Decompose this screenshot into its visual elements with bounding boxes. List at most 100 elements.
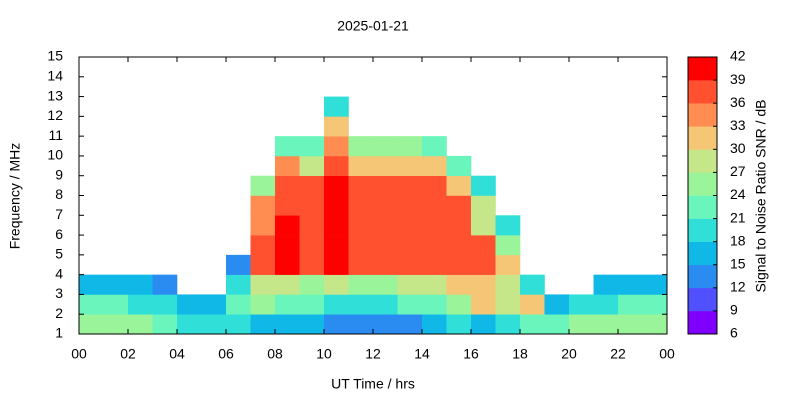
heatmap-cell — [422, 215, 447, 236]
heatmap-cell — [446, 314, 472, 335]
heatmap-cell — [299, 274, 325, 295]
heatmap-cell — [250, 215, 276, 236]
heatmap-cell — [299, 155, 325, 177]
heatmap-cell — [275, 294, 300, 315]
y-tick-label: 9 — [55, 166, 63, 182]
colorbar-tick-label: 39 — [730, 71, 746, 87]
y-tick-label: 6 — [55, 226, 63, 242]
x-tick-label: 06 — [218, 346, 234, 362]
x-tick-label: 10 — [316, 346, 332, 362]
heatmap-cell — [471, 294, 496, 315]
heatmap-cell — [299, 294, 325, 315]
heatmap-cell — [299, 136, 325, 157]
heatmap-cell — [642, 314, 668, 335]
heatmap-cell — [397, 294, 423, 315]
heatmap-cell — [275, 254, 300, 275]
colorbar-tick-label: 6 — [730, 325, 738, 341]
x-tick-label: 12 — [365, 346, 381, 362]
heatmap-cell — [422, 314, 447, 335]
heatmap-cell — [495, 314, 521, 335]
x-tick-label: 18 — [512, 346, 528, 362]
heatmap-cell — [152, 274, 178, 295]
heatmap-cell — [618, 294, 643, 315]
heatmap-cell — [299, 175, 325, 196]
colorbar-tick-label: 18 — [730, 232, 746, 248]
heatmap-cell — [593, 274, 619, 295]
heatmap-cell — [226, 294, 251, 315]
heatmap-cell — [422, 274, 447, 295]
heatmap-cell — [103, 274, 129, 295]
heatmap-cell — [275, 235, 300, 256]
heatmap-cell — [471, 314, 496, 335]
heatmap-cell — [348, 215, 374, 236]
colorbar-tick-label: 12 — [730, 279, 746, 295]
heatmap-cell — [446, 294, 472, 315]
y-tick-label: 7 — [55, 206, 63, 222]
y-tick-label: 8 — [55, 186, 63, 202]
heatmap-cell — [128, 314, 153, 335]
heatmap-cell — [593, 314, 619, 335]
colorbar-band — [688, 218, 717, 242]
heatmap-cell — [618, 274, 643, 295]
heatmap-cell — [397, 136, 423, 157]
heatmap-cell — [299, 254, 325, 275]
heatmap-cell — [642, 274, 668, 295]
chart-title: 2025-01-21 — [337, 18, 409, 34]
heatmap-cell — [324, 155, 349, 177]
heatmap-cell — [373, 155, 398, 177]
heatmap-cell — [397, 314, 423, 335]
heatmap-cell — [544, 294, 570, 315]
heatmap-cell — [495, 215, 521, 236]
heatmap-cell — [275, 274, 300, 295]
heatmap-cell — [299, 215, 325, 236]
heatmap-cell — [324, 175, 349, 196]
colorbar-tick-label: 36 — [730, 94, 746, 110]
y-tick-label: 13 — [47, 87, 63, 103]
heatmap-cell — [226, 314, 251, 335]
heatmap-cell — [422, 195, 447, 216]
heatmap-cell — [275, 175, 300, 196]
colorbar-tick-label: 42 — [730, 48, 746, 64]
heatmap-cell — [324, 294, 349, 315]
heatmap-cell — [520, 314, 545, 335]
heatmap-cell — [299, 195, 325, 216]
colorbar-band — [688, 310, 717, 335]
heatmap-cell — [324, 195, 349, 216]
heatmap-cell — [250, 235, 276, 256]
colorbar-band — [688, 126, 717, 150]
heatmap-cell — [471, 215, 496, 236]
heatmap-cell — [471, 235, 496, 256]
x-tick-label: 22 — [610, 346, 626, 362]
heatmap-cell — [618, 314, 643, 335]
heatmap-cell — [422, 175, 447, 196]
y-tick-label: 12 — [47, 107, 63, 123]
heatmap-cell — [642, 294, 668, 315]
x-tick-label: 00 — [71, 346, 87, 362]
heatmap-cell — [569, 294, 594, 315]
heatmap-cell — [495, 294, 521, 315]
x-tick-label: 08 — [267, 346, 283, 362]
heatmap-cell — [275, 195, 300, 216]
x-axis-label: UT Time / hrs — [331, 376, 415, 392]
colorbar-band — [688, 264, 717, 289]
colorbar-band — [688, 80, 717, 104]
heatmap-cell — [324, 274, 349, 295]
colorbar-tick-label: 9 — [730, 302, 738, 318]
heatmap-cell — [446, 254, 472, 275]
heatmap-cell — [299, 235, 325, 256]
heatmap-cell — [422, 136, 447, 157]
heatmap-cell — [299, 314, 325, 335]
heatmap-cell — [373, 175, 398, 196]
heatmap-cell — [373, 254, 398, 275]
heatmap-cell — [373, 294, 398, 315]
colorbar-band — [688, 57, 717, 81]
heatmap-cell — [324, 215, 349, 236]
heatmap-cell — [324, 254, 349, 275]
heatmap-cell — [250, 314, 276, 335]
heatmap-cell — [495, 254, 521, 275]
heatmap-cell — [446, 195, 472, 216]
y-axis-label: Frequency / MHz — [7, 143, 23, 250]
heatmap-cell — [397, 195, 423, 216]
heatmap-cell — [152, 294, 178, 315]
heatmap-cell — [177, 294, 202, 315]
